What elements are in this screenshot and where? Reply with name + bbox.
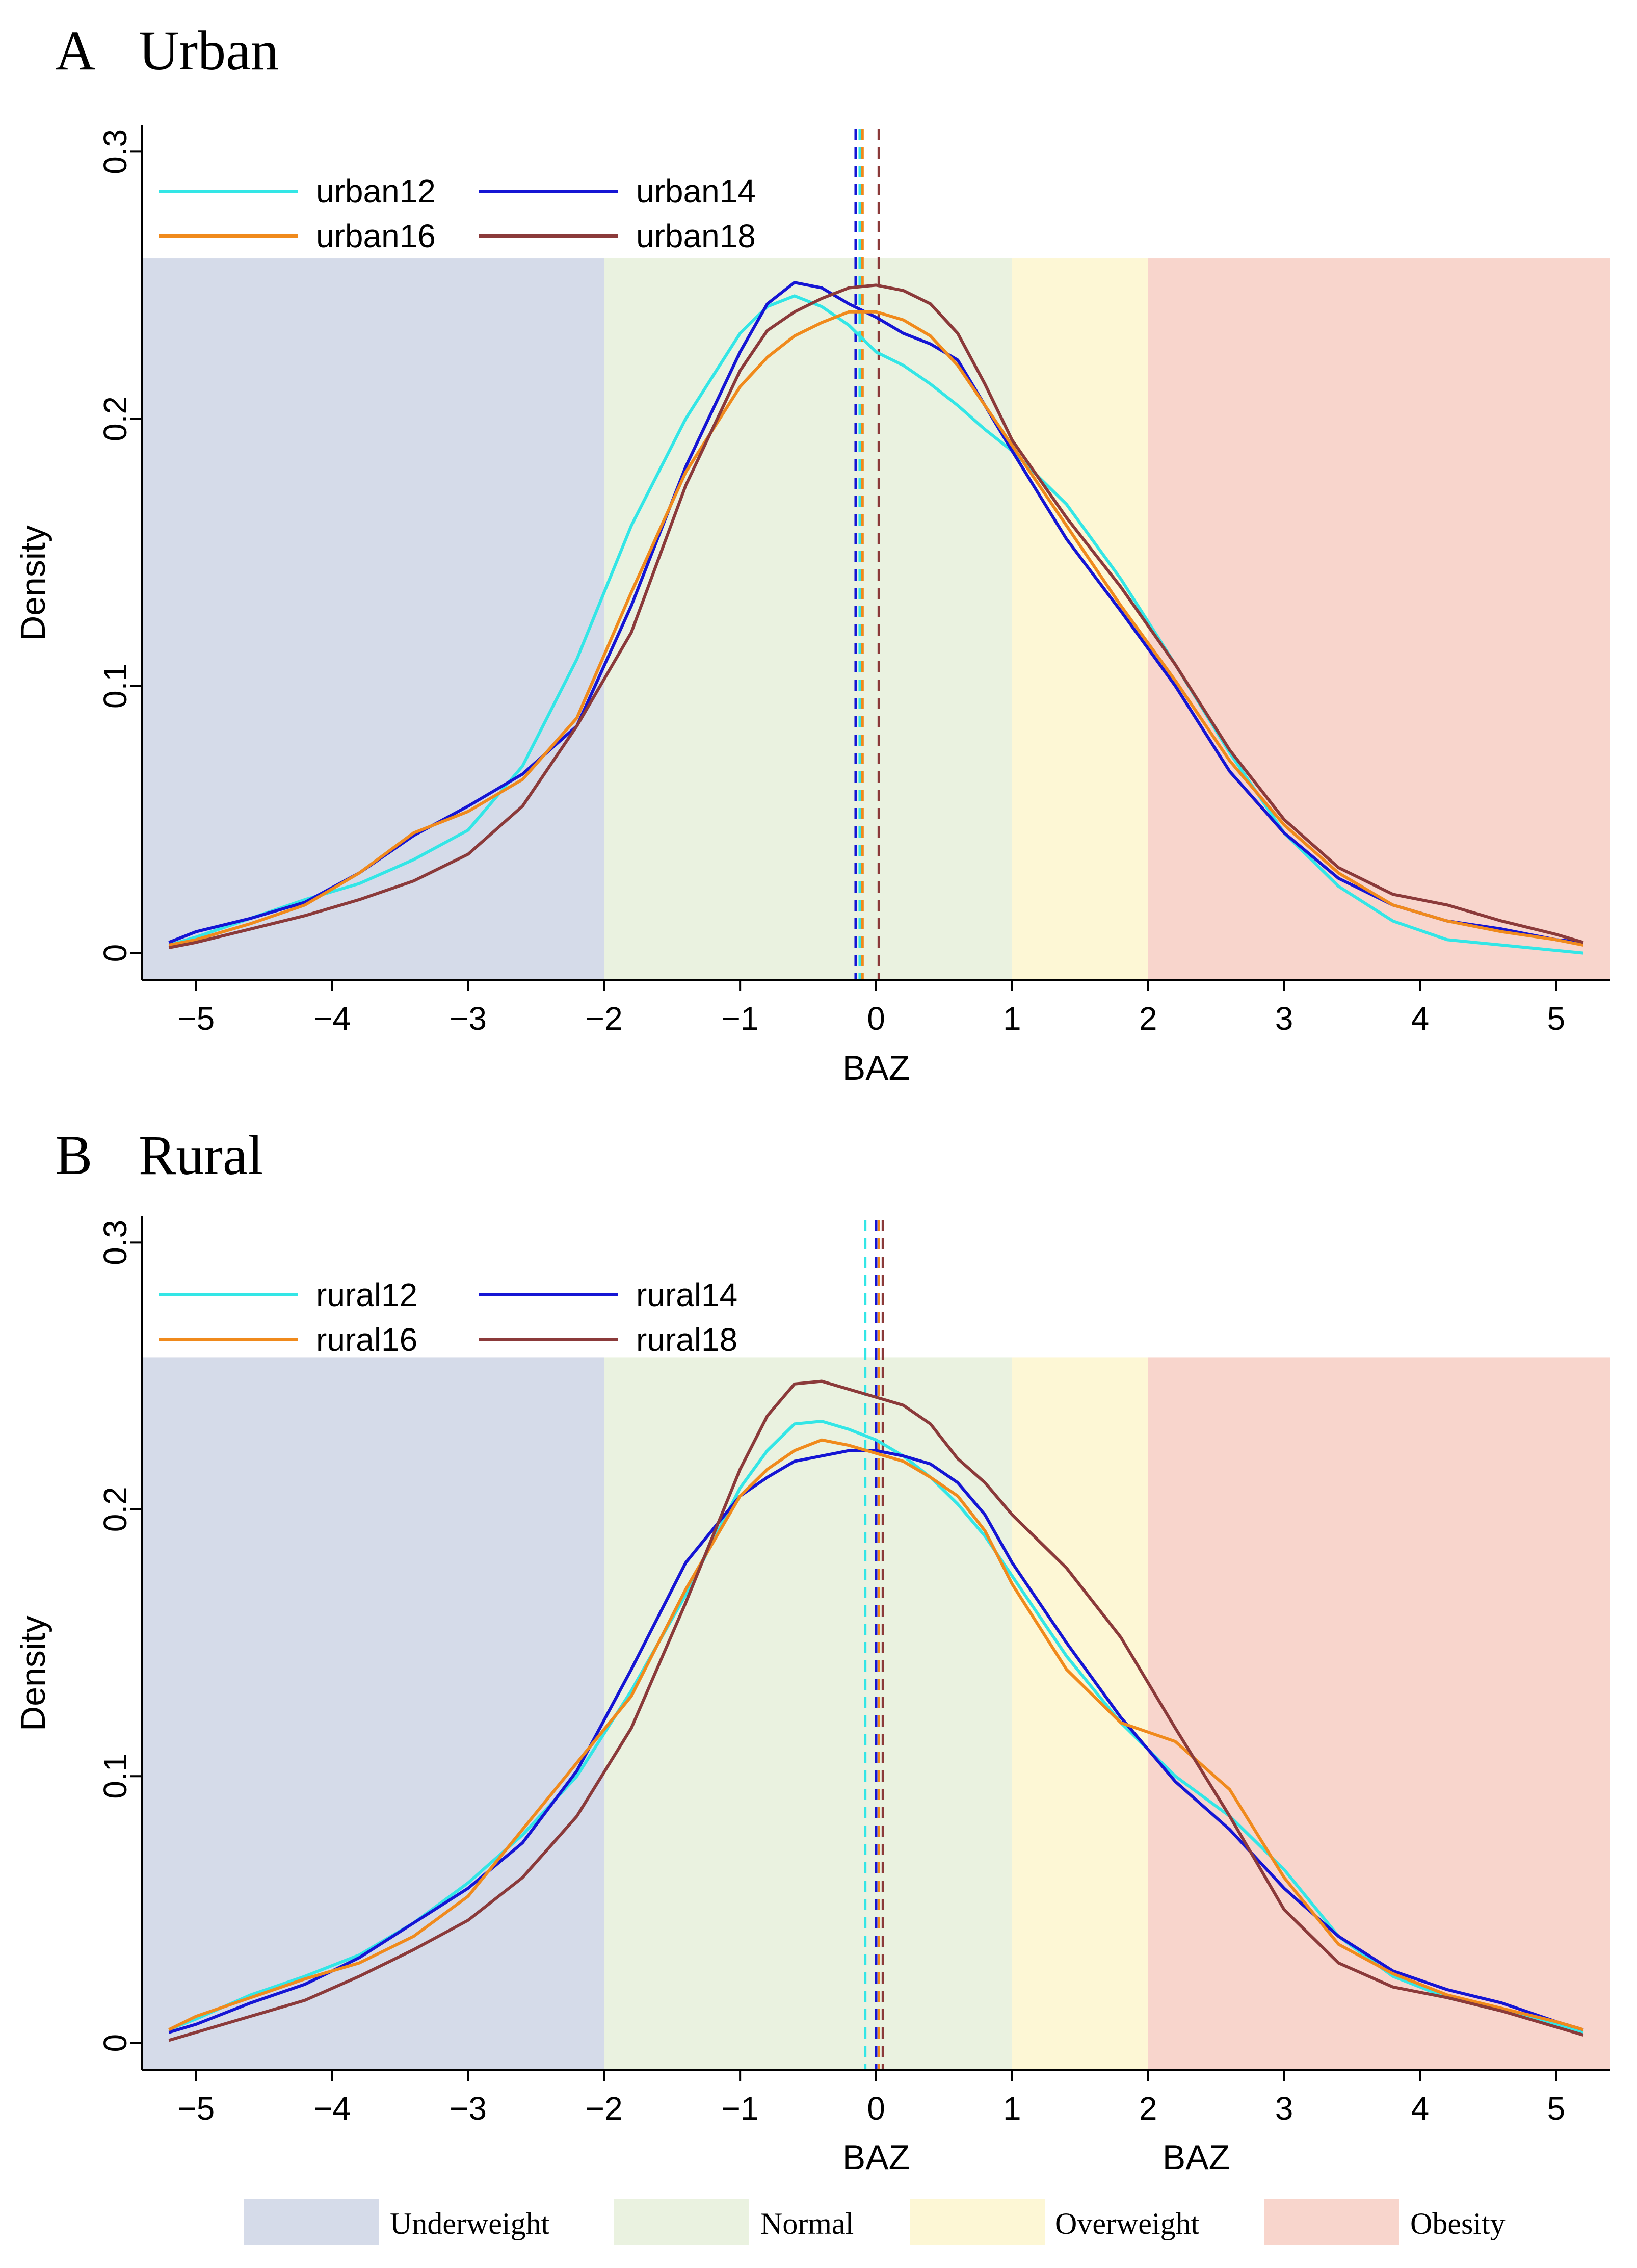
panel-b-y-tick-label: 0.1 — [97, 1754, 134, 1799]
panel-urban: A Urban −5 −4 −3 −2 −1 0 1 2 3 4 5 00.10.20.3 BAZ … — [14, 19, 1610, 1087]
panel-b-band-overweight — [1012, 1357, 1148, 2070]
series-line-rural16 — [168, 1438, 1584, 2031]
category-label-obesity: Obesity — [1410, 2207, 1506, 2240]
panel-a-series-lines — [168, 281, 1584, 955]
panel-a-x-tick-label: −5 — [177, 1000, 215, 1037]
panel-b-x-tick-label: −4 — [313, 2090, 351, 2127]
panel-b-x-tick-label: 4 — [1411, 2090, 1430, 2127]
panel-a-x-tick-label: 5 — [1547, 1000, 1565, 1037]
panel-a-y-tick-label: 0.3 — [97, 129, 134, 174]
category-swatch-obesity — [1264, 2199, 1399, 2245]
panel-a-axes: −5 −4 −3 −2 −1 0 1 2 3 4 5 0 0.1 0.2 0.3 — [97, 125, 1610, 1037]
legend-label-urban14: urban14 — [636, 173, 756, 210]
panel-a-x-tick-label: 1 — [1003, 1000, 1021, 1037]
panel-b-band-obesity — [1148, 1357, 1610, 2070]
legend-label-urban18: urban18 — [636, 218, 756, 254]
panel-b-x-tick-label: 5 — [1547, 2090, 1565, 2127]
panel-b-y-ticks: 0 0.1 0.2 0.3 — [97, 1220, 142, 2052]
panel-a-mean-lines — [854, 129, 880, 980]
panel-a-letter: A — [55, 19, 95, 82]
panel-b-extra-x-label: BAZ — [1163, 2138, 1230, 2177]
panel-b-band-underweight — [142, 1357, 604, 2070]
panel-a-band-obesity — [1148, 258, 1610, 980]
panel-a-x-tick-label: −3 — [450, 1000, 487, 1037]
panel-a-band-underweight — [142, 258, 604, 980]
panel-rural: B Rural −5 −4 −3 −2 −1 0 1 2 3 4 5 00.10.20.3 BAZ … — [14, 1124, 1610, 2177]
panel-a-x-tick-label: 4 — [1411, 1000, 1430, 1037]
category-swatch-underweight — [244, 2199, 379, 2245]
panel-b-letter: B — [55, 1124, 92, 1186]
panel-b-series-lines — [168, 1379, 1584, 2042]
panel-a-y-ticks: 0 0.1 0.2 0.3 — [97, 129, 142, 962]
panel-a-legend: urban12 urban14 urban16 urban18 — [159, 173, 756, 254]
legend-label-rural12: rural12 — [316, 1276, 417, 1313]
panel-b-x-tick-label: −1 — [722, 2090, 759, 2127]
panel-b-y-axis-label: Density — [14, 1615, 52, 1731]
legend-label-rural18: rural18 — [636, 1321, 737, 1358]
legend-label-urban16: urban16 — [316, 218, 436, 254]
panel-b-y-tick-label: 0.2 — [97, 1487, 134, 1532]
panel-a-x-ticks: −5 −4 −3 −2 −1 0 1 2 3 4 5 — [177, 980, 1565, 1037]
panel-a-title: Urban — [139, 19, 279, 82]
panel-a-x-tick-label: 3 — [1275, 1000, 1293, 1037]
panel-b-title: Rural — [139, 1124, 263, 1186]
panel-b-x-tick-label: 0 — [867, 2090, 885, 2127]
panel-b-x-tick-label: 3 — [1275, 2090, 1293, 2127]
legend-label-rural16: rural16 — [316, 1321, 417, 1358]
panel-b-x-tick-label: 2 — [1139, 2090, 1157, 2127]
panel-b-bands — [142, 1357, 1610, 2070]
panel-a-y-tick-label: 0.1 — [97, 663, 134, 709]
panel-b-x-tick-label: −5 — [177, 2090, 215, 2127]
panel-a-y-axis-label: Density — [14, 525, 52, 641]
panel-b-x-tick-label: −2 — [586, 2090, 623, 2127]
panel-b-mean-lines — [864, 1220, 884, 2070]
category-swatch-normal — [614, 2199, 749, 2245]
panel-b-y-tick-label: 0.3 — [97, 1220, 134, 1265]
panel-a-x-tick-label: −2 — [586, 1000, 623, 1037]
panel-a-y-tick-label: 0.2 — [97, 396, 134, 441]
panel-a-x-tick-label: −1 — [722, 1000, 759, 1037]
series-line-urban12 — [168, 294, 1583, 955]
legend-label-urban12: urban12 — [316, 173, 436, 210]
panel-b-y-tick-label: 0 — [97, 2034, 134, 2052]
panel-b-axes: −5 −4 −3 −2 −1 0 1 2 3 4 5 0 0.1 0.2 0.3 — [97, 1216, 1610, 2127]
panel-b-band-normal — [604, 1357, 1012, 2070]
panel-a-x-tick-label: 2 — [1139, 1000, 1157, 1037]
panel-a-y-tick-label: 0 — [97, 944, 134, 962]
panel-b-x-ticks: −5 −4 −3 −2 −1 0 1 2 3 4 5 — [177, 2070, 1565, 2127]
legend-label-rural14: rural14 — [636, 1276, 737, 1313]
category-swatch-overweight — [910, 2199, 1045, 2245]
category-label-normal: Normal — [760, 2207, 854, 2240]
panel-b-x-axis-label: BAZ — [842, 2138, 910, 2177]
panel-a-x-tick-label: 0 — [867, 1000, 885, 1037]
panel-a-x-axis-label: BAZ — [842, 1049, 910, 1087]
series-line-urban16 — [168, 310, 1584, 947]
panel-b-x-tick-label: −3 — [450, 2090, 487, 2127]
panel-b-legend: rural12 rural14 rural16 rural18 — [159, 1276, 737, 1358]
series-line-rural18 — [168, 1379, 1584, 2042]
panel-a-x-tick-label: −4 — [313, 1000, 351, 1037]
category-label-overweight: Overweight — [1055, 2207, 1200, 2240]
category-label-underweight: Underweight — [390, 2207, 550, 2240]
panel-b-x-tick-label: 1 — [1003, 2090, 1021, 2127]
panel-a-band-normal — [604, 258, 1012, 980]
series-line-urban18 — [168, 283, 1584, 950]
category-legend: Underweight Normal Overweight Obesity — [244, 2199, 1506, 2245]
